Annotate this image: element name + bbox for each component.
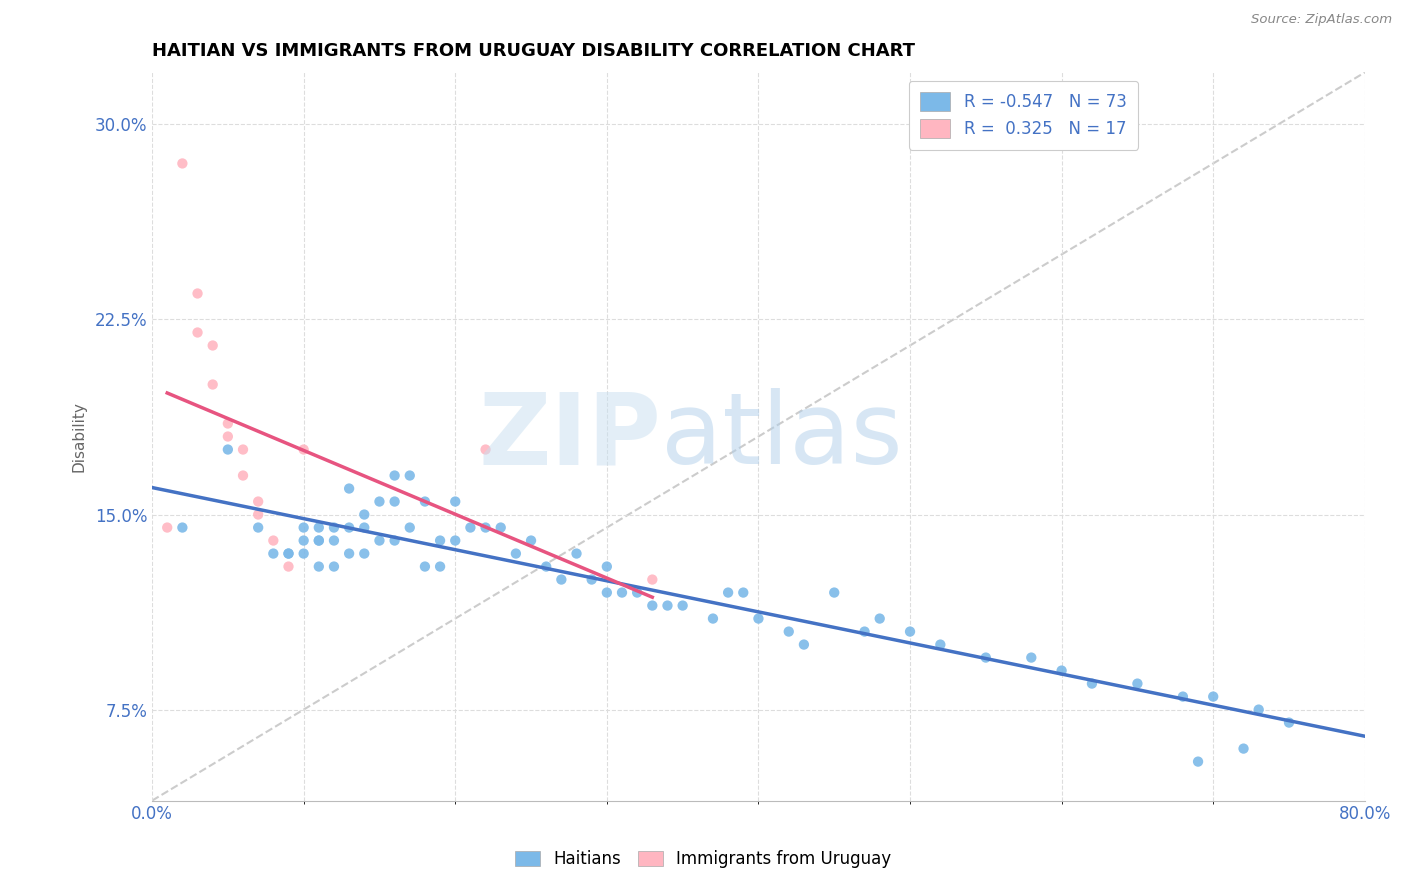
Point (717, 585, 740, 599)
Text: HAITIAN VS IMMIGRANTS FROM URUGUAY DISABILITY CORRELATION CHART: HAITIAN VS IMMIGRANTS FROM URUGUAY DISAB… (152, 42, 915, 60)
Point (460, 520, 482, 534)
Legend: Haitians, Immigrants from Uruguay: Haitians, Immigrants from Uruguay (508, 844, 898, 875)
Point (323, 533, 346, 548)
Point (657, 599, 679, 613)
Point (1050, 664, 1073, 678)
Point (292, 520, 315, 534)
Point (262, 547, 284, 561)
Point (384, 468, 406, 483)
Point (505, 547, 527, 561)
Point (277, 547, 299, 561)
Point (156, 520, 179, 534)
Point (929, 638, 952, 652)
Point (308, 520, 330, 534)
Point (172, 520, 194, 534)
Point (277, 547, 299, 561)
Point (1187, 755, 1209, 769)
Point (823, 585, 845, 599)
Point (474, 520, 496, 534)
Point (353, 520, 375, 534)
Point (733, 585, 755, 599)
Point (308, 533, 330, 548)
Point (217, 442, 239, 457)
Point (581, 573, 603, 587)
Point (323, 520, 346, 534)
Point (778, 624, 800, 639)
Point (1021, 650, 1043, 665)
Point (353, 508, 375, 522)
Point (565, 547, 588, 561)
Text: atlas: atlas (661, 388, 903, 485)
Point (277, 559, 299, 574)
Point (626, 585, 648, 599)
Point (201, 377, 224, 392)
Point (292, 533, 315, 548)
Point (384, 494, 406, 508)
Point (429, 559, 451, 574)
Point (489, 520, 512, 534)
Point (292, 547, 315, 561)
Point (217, 429, 239, 443)
Point (398, 520, 420, 534)
Point (262, 533, 284, 548)
Point (323, 559, 346, 574)
Point (853, 624, 876, 639)
Point (308, 559, 330, 574)
Point (641, 573, 664, 587)
Point (898, 624, 921, 639)
Point (353, 547, 375, 561)
Point (413, 494, 436, 508)
Point (596, 559, 619, 574)
Point (596, 585, 619, 599)
Point (308, 533, 330, 548)
Point (520, 533, 543, 548)
Point (1278, 715, 1301, 730)
Point (641, 599, 664, 613)
Point (247, 520, 270, 534)
Point (444, 533, 467, 548)
Point (217, 417, 239, 431)
Point (247, 508, 270, 522)
Point (201, 338, 224, 352)
Point (444, 494, 467, 508)
Point (337, 547, 360, 561)
Point (232, 442, 254, 457)
Point (247, 494, 270, 508)
Text: ZIP: ZIP (478, 388, 661, 485)
Point (869, 611, 891, 625)
Point (610, 585, 633, 599)
Point (1171, 690, 1194, 704)
Point (398, 468, 420, 483)
Text: Source: ZipAtlas.com: Source: ZipAtlas.com (1251, 13, 1392, 27)
Point (672, 599, 695, 613)
Point (550, 573, 572, 587)
Point (232, 468, 254, 483)
Point (1081, 676, 1104, 690)
Point (292, 442, 315, 457)
Point (368, 494, 391, 508)
Point (793, 638, 815, 652)
Point (186, 326, 208, 340)
Point (1232, 741, 1254, 756)
Point (702, 611, 724, 625)
Point (172, 156, 194, 170)
Y-axis label: Disability: Disability (72, 401, 86, 472)
Point (1202, 690, 1225, 704)
Point (384, 533, 406, 548)
Point (534, 559, 557, 574)
Legend: R = -0.547   N = 73, R =  0.325   N = 17: R = -0.547 N = 73, R = 0.325 N = 17 (908, 81, 1139, 150)
Point (368, 533, 391, 548)
Point (1247, 703, 1270, 717)
Point (429, 533, 451, 548)
Point (974, 650, 997, 665)
Point (337, 520, 360, 534)
Point (1126, 676, 1149, 690)
Point (474, 442, 496, 457)
Point (747, 611, 769, 625)
Point (186, 286, 208, 301)
Point (413, 559, 436, 574)
Point (337, 482, 360, 496)
